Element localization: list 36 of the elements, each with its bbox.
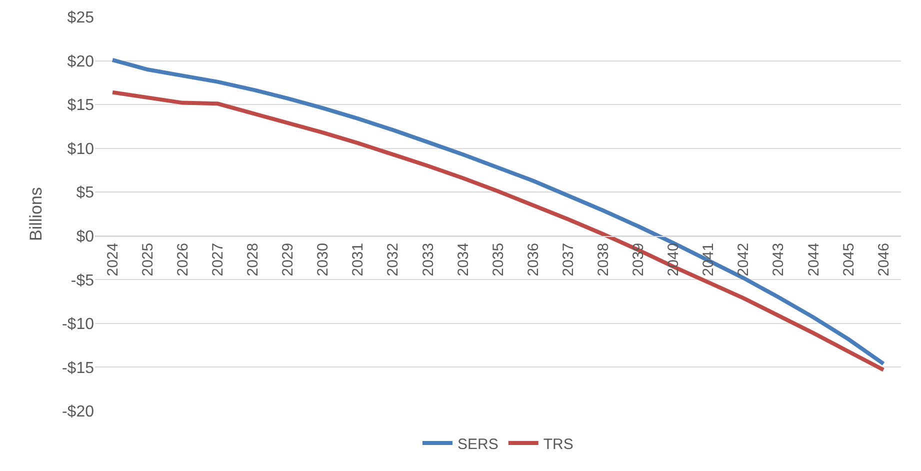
x-tick-label: 2028 — [244, 242, 262, 276]
y-tick-label: $20 — [67, 53, 94, 70]
x-tick-label: 2041 — [700, 242, 718, 276]
x-tick-label: 2037 — [560, 242, 577, 276]
x-tick-label: 2046 — [875, 242, 892, 276]
x-tick-label: 2029 — [280, 242, 297, 276]
y-tick-label: $15 — [67, 97, 94, 114]
y-tick-label: -$10 — [62, 316, 94, 334]
x-tick-label: 2035 — [490, 242, 507, 276]
x-tick-label: 2031 — [350, 242, 367, 276]
x-tick-label: 2033 — [420, 242, 437, 276]
y-tick-label: $25 — [67, 10, 94, 27]
x-tick-label: 2036 — [524, 242, 542, 276]
x-tick-label: 2027 — [210, 242, 227, 276]
x-tick-label: 2043 — [770, 242, 788, 276]
x-tick-label: 2044 — [805, 242, 822, 276]
x-tick-label: 2026 — [174, 242, 192, 276]
y-axis-title: Billions — [26, 187, 46, 241]
x-tick-label: 2042 — [735, 242, 752, 276]
y-tick-label: $5 — [76, 184, 94, 202]
x-tick-label: 2039 — [630, 242, 648, 276]
x-tick-label: 2040 — [665, 242, 682, 276]
y-tick-label: $10 — [67, 140, 94, 158]
x-tick-label: 2034 — [454, 242, 472, 276]
x-tick-label: 2038 — [595, 242, 612, 276]
y-tick-label: -$15 — [62, 360, 94, 377]
x-tick-label: 2032 — [384, 242, 402, 276]
legend-label: TRS — [543, 436, 574, 453]
x-tick-label: 2030 — [314, 242, 332, 276]
y-tick-label: -$20 — [62, 404, 94, 421]
x-tick-label: 2025 — [139, 242, 156, 276]
y-tick-label: -$5 — [70, 272, 94, 290]
legend-label: SERS — [458, 436, 498, 453]
y-tick-label: $0 — [76, 228, 94, 246]
x-tick-label: 2045 — [840, 242, 858, 276]
x-tick-label: 2024 — [104, 242, 122, 276]
